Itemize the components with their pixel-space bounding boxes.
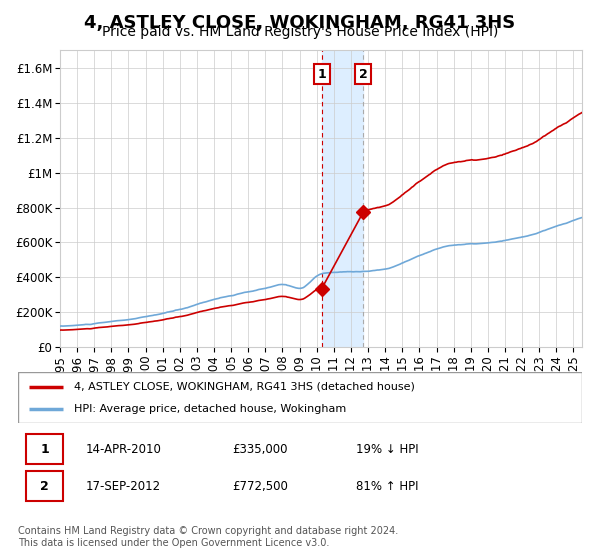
FancyBboxPatch shape xyxy=(26,471,63,501)
Text: £772,500: £772,500 xyxy=(232,479,288,493)
Bar xyxy=(322,50,363,347)
Text: 2: 2 xyxy=(40,479,49,493)
Text: 4, ASTLEY CLOSE, WOKINGHAM, RG41 3HS (detached house): 4, ASTLEY CLOSE, WOKINGHAM, RG41 3HS (de… xyxy=(74,381,415,391)
Text: 2: 2 xyxy=(359,68,367,81)
Text: 14-APR-2010: 14-APR-2010 xyxy=(86,442,161,456)
Text: 17-SEP-2012: 17-SEP-2012 xyxy=(86,479,161,493)
Text: Price paid vs. HM Land Registry's House Price Index (HPI): Price paid vs. HM Land Registry's House … xyxy=(102,25,498,39)
FancyBboxPatch shape xyxy=(26,434,63,464)
Text: 81% ↑ HPI: 81% ↑ HPI xyxy=(356,479,419,493)
Text: HPI: Average price, detached house, Wokingham: HPI: Average price, detached house, Woki… xyxy=(74,404,347,414)
Text: 4, ASTLEY CLOSE, WOKINGHAM, RG41 3HS: 4, ASTLEY CLOSE, WOKINGHAM, RG41 3HS xyxy=(85,14,515,32)
FancyBboxPatch shape xyxy=(18,372,582,423)
Text: £335,000: £335,000 xyxy=(232,442,288,456)
Text: 1: 1 xyxy=(317,68,326,81)
Text: Contains HM Land Registry data © Crown copyright and database right 2024.
This d: Contains HM Land Registry data © Crown c… xyxy=(18,526,398,548)
Text: 1: 1 xyxy=(40,442,49,456)
Text: 19% ↓ HPI: 19% ↓ HPI xyxy=(356,442,419,456)
